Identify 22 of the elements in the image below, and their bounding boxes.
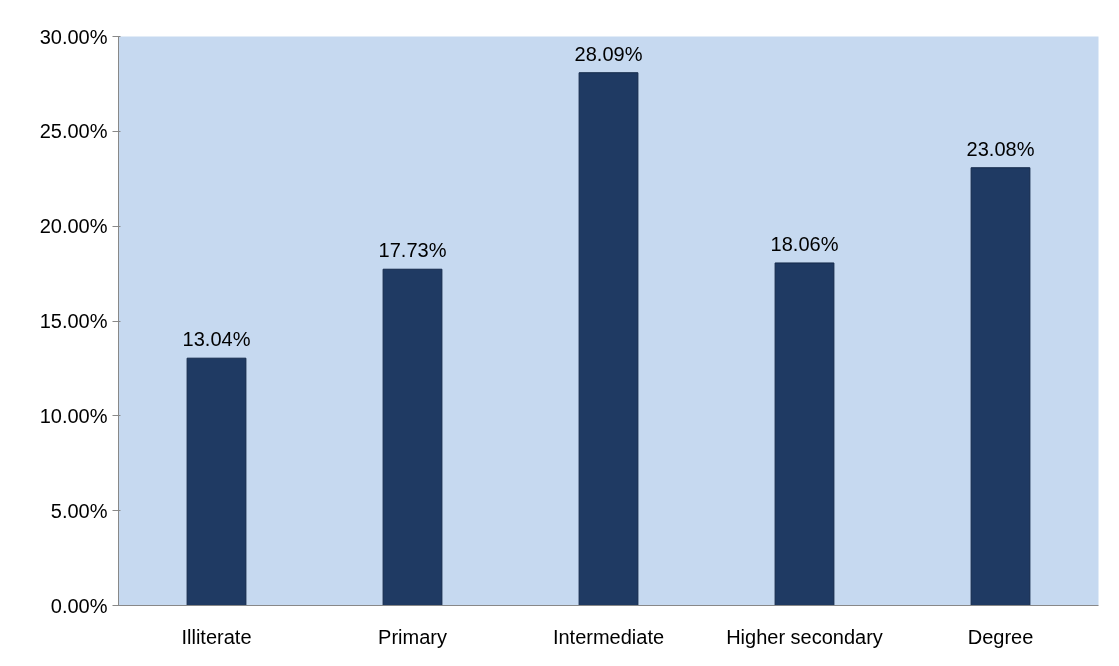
y-tick-label: 20.00% <box>39 215 108 238</box>
bar <box>578 72 639 606</box>
bar <box>382 268 443 606</box>
bar <box>970 167 1031 606</box>
x-tick-label: Primary <box>378 625 447 648</box>
data-label: 28.09% <box>574 42 643 65</box>
x-tick-label: Degree <box>967 625 1034 648</box>
x-tick-label: Illiterate <box>181 625 252 648</box>
y-tick-label: 15.00% <box>39 310 108 332</box>
data-label: 17.73% <box>378 239 447 262</box>
x-tick-label: Intermediate <box>552 625 665 648</box>
y-tick-label: 30.00% <box>39 25 108 48</box>
y-tick-label: 5.00% <box>50 499 108 522</box>
data-label: 13.04% <box>182 328 251 351</box>
bar <box>774 262 835 606</box>
data-label: 23.08% <box>966 137 1035 160</box>
y-tick-label: 10.00% <box>39 404 108 427</box>
bar <box>186 357 247 606</box>
y-tick-label: 0.00% <box>50 594 108 617</box>
x-tick-label: Higher secondary <box>726 625 883 648</box>
data-label: 18.06% <box>770 232 839 255</box>
y-tick-label: 25.00% <box>39 120 108 143</box>
